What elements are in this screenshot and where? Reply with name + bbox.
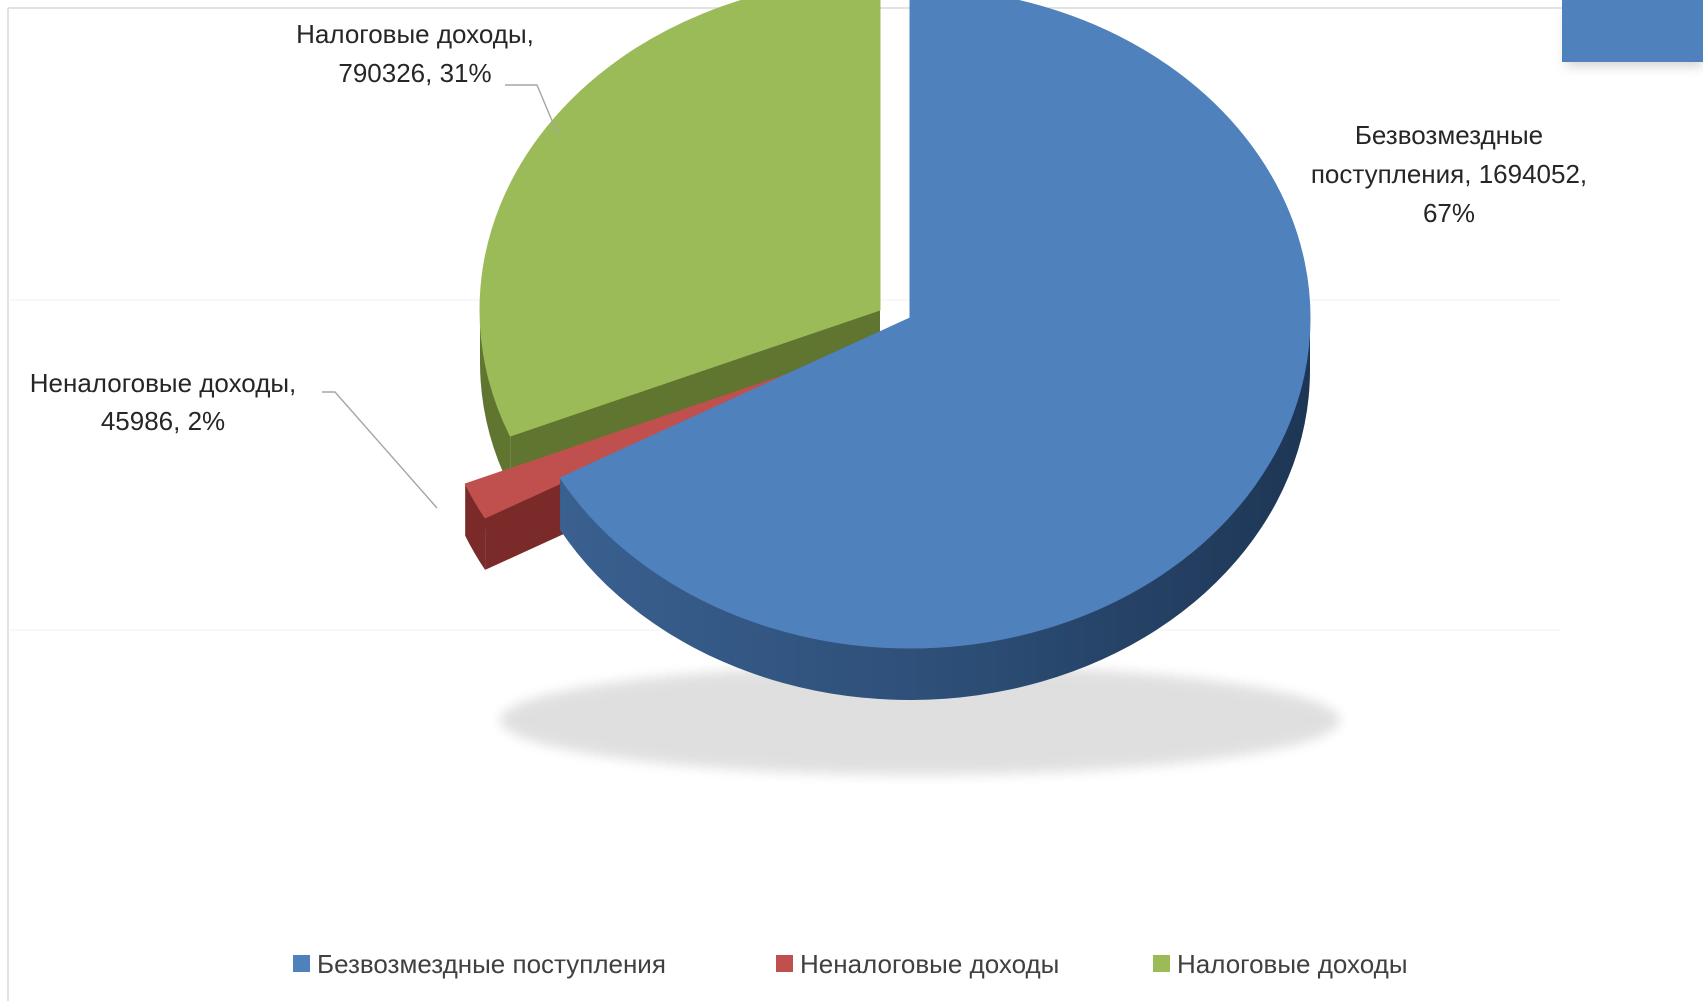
data-label-3-line-2: 790326, 31% — [338, 58, 491, 88]
data-label-1: Безвозмездные поступления, 1694052, 67% — [1311, 120, 1587, 228]
data-label-3-line-1: Налоговые доходы, — [296, 19, 534, 49]
data-label-1-line-1: Безвозмездные — [1355, 120, 1543, 150]
legend-label-3: Налоговые доходы — [1177, 949, 1408, 979]
pie-slice-1 — [559, 0, 1311, 700]
data-label-1-line-3: 67% — [1423, 198, 1475, 228]
data-label-3: Налоговые доходы, 790326, 31% — [296, 19, 534, 88]
data-label-1-line-2: поступления, 1694052, — [1311, 159, 1587, 189]
legend: Безвозмездные поступления Неналоговые до… — [293, 949, 1408, 979]
legend-item-2: Неналоговые доходы — [776, 949, 1059, 979]
legend-item-1: Безвозмездные поступления — [293, 949, 666, 979]
data-label-2-line-1: Неналоговые доходы, — [30, 368, 297, 398]
legend-label-2: Неналоговые доходы — [800, 949, 1059, 979]
pie-slice-1-top — [559, 0, 1311, 649]
leader-lines — [322, 84, 559, 509]
pie-slice-2-side — [465, 483, 486, 570]
data-label-2-line-2: 45986, 2% — [101, 406, 225, 436]
legend-swatch-1 — [293, 955, 310, 972]
data-label-2: Неналоговые доходы, 45986, 2% — [30, 368, 297, 436]
legend-swatch-2 — [776, 955, 793, 972]
legend-item-3: Налоговые доходы — [1153, 949, 1408, 979]
legend-label-1: Безвозмездные поступления — [317, 949, 666, 979]
pie-shadow — [500, 665, 1340, 775]
legend-swatch-3 — [1153, 955, 1170, 972]
pie-slices — [464, 0, 1311, 700]
pie-slice-3-top — [479, 0, 881, 437]
pie-slice-3-side — [480, 310, 511, 488]
pie-slice-1-side — [560, 318, 1310, 700]
corner-tab — [1562, 0, 1703, 66]
